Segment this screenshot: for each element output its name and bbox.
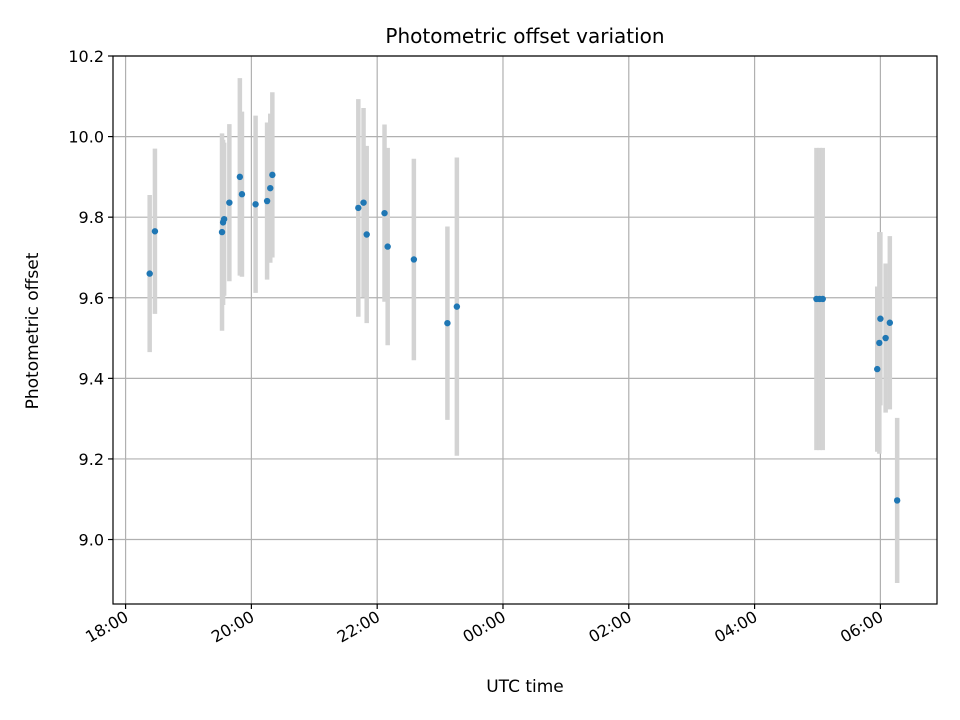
data-point xyxy=(444,319,451,327)
data-point xyxy=(876,339,883,347)
data-point xyxy=(384,243,391,250)
data-point xyxy=(453,303,461,310)
x-tick-label: 22:00 xyxy=(334,607,383,647)
data-point xyxy=(877,315,884,322)
data-point xyxy=(893,497,901,504)
chart-title: Photometric offset variation xyxy=(385,24,664,48)
y-tick-label: 10.2 xyxy=(68,47,104,66)
data-point xyxy=(355,204,362,212)
x-tick-label: 04:00 xyxy=(711,607,760,647)
x-tick-label: 20:00 xyxy=(208,607,257,647)
data-point xyxy=(886,319,894,326)
y-tick-label: 9.0 xyxy=(79,531,104,550)
errorbars xyxy=(147,78,900,584)
data-point xyxy=(410,256,418,263)
plot-frame xyxy=(112,55,938,605)
x-tick-label: 06:00 xyxy=(837,607,886,647)
data-point xyxy=(218,228,226,236)
data-point xyxy=(263,197,271,205)
data-point xyxy=(146,270,153,277)
y-tick-label: 9.8 xyxy=(79,208,104,227)
data-point xyxy=(151,228,159,235)
data-point xyxy=(874,365,881,373)
y-tick-label: 10.0 xyxy=(68,128,104,147)
grid xyxy=(113,55,937,604)
x-tick-label: 02:00 xyxy=(585,607,634,647)
x-axis-title: UTC time xyxy=(486,677,564,697)
data-point xyxy=(252,201,259,208)
data-point xyxy=(363,231,370,238)
data-point xyxy=(269,171,276,179)
y-tick-label: 9.6 xyxy=(79,289,104,308)
data-point xyxy=(819,295,826,303)
data-point xyxy=(226,199,233,206)
y-tick-label: 9.4 xyxy=(79,369,104,388)
data-point xyxy=(360,199,367,206)
x-tick-label: 00:00 xyxy=(460,607,509,647)
data-points xyxy=(146,171,901,504)
data-point xyxy=(220,215,228,223)
y-axis-title: Photometric offset xyxy=(23,252,43,409)
data-point xyxy=(882,334,889,342)
data-point xyxy=(236,173,244,181)
data-point xyxy=(238,191,246,198)
y-tick-label: 9.2 xyxy=(79,450,104,469)
data-point xyxy=(267,184,274,192)
data-point xyxy=(381,209,388,217)
x-tick-label: 18:00 xyxy=(82,607,131,647)
